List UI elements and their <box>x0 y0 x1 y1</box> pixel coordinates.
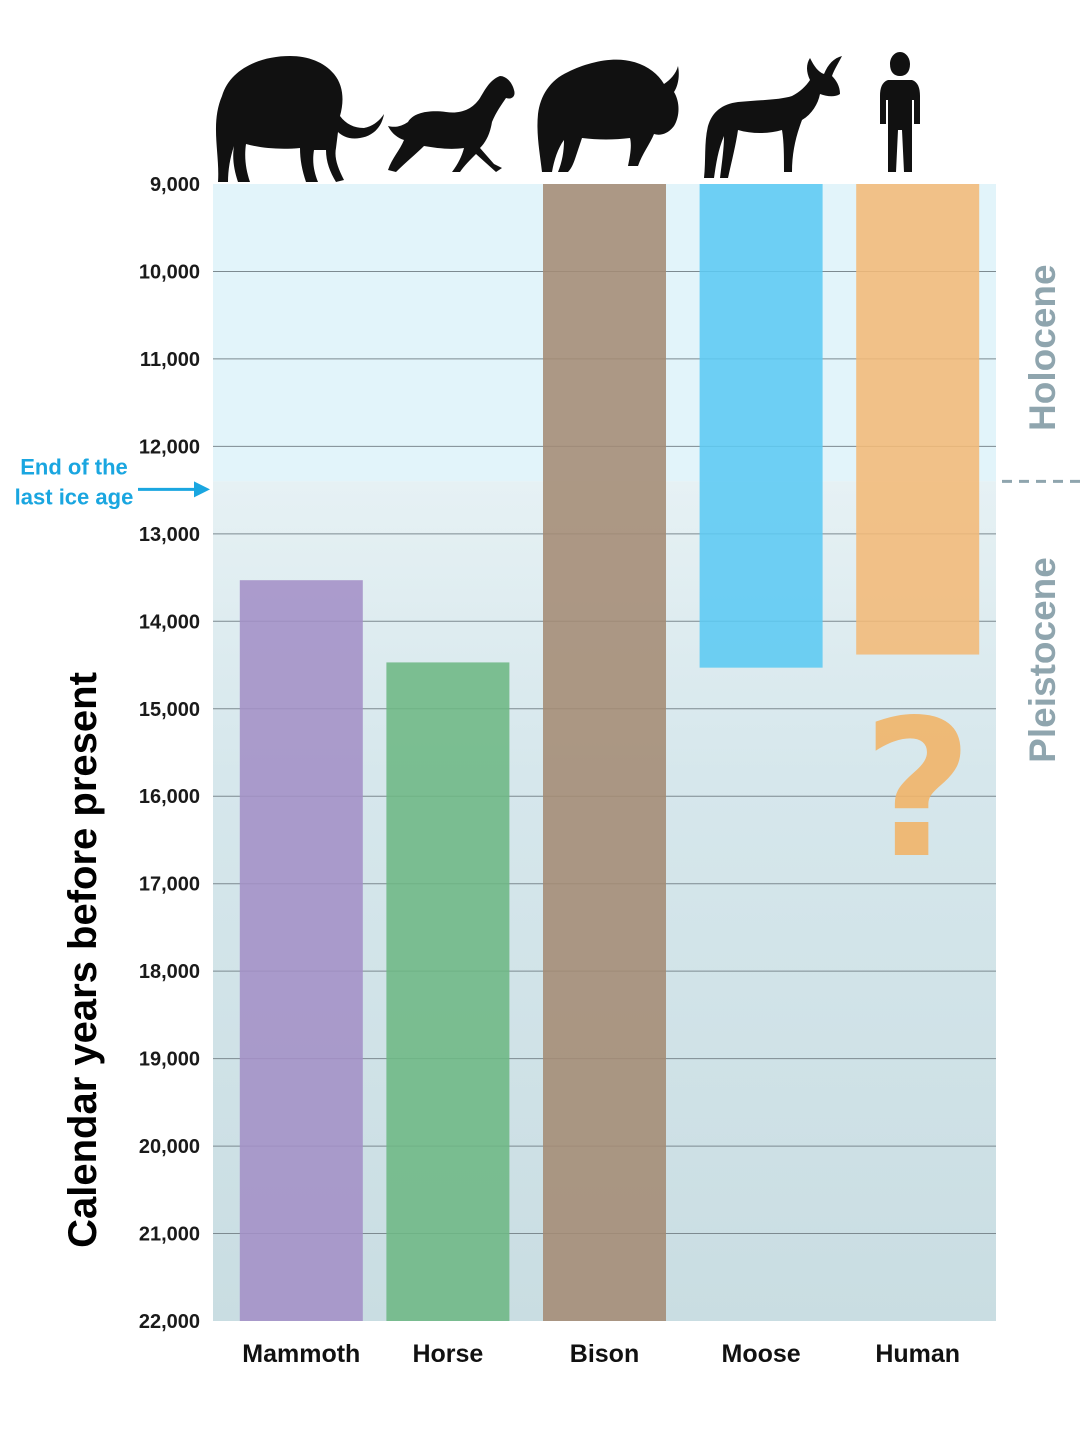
ice-age-annotation: End of the last ice age <box>15 454 210 509</box>
bar-moose <box>699 184 823 668</box>
annotation-arrow-head <box>194 481 210 498</box>
uncertainty-marker: ? <box>863 679 973 900</box>
y-tick-label: 22,000 <box>139 1311 200 1333</box>
category-label: Human <box>875 1340 960 1368</box>
bison-icon-shape <box>537 59 679 172</box>
y-tick-label: 11,000 <box>140 349 200 371</box>
y-tick-label: 19,000 <box>139 1049 200 1071</box>
category-label: Mammoth <box>242 1340 360 1368</box>
y-tick-label: 10,000 <box>139 261 200 283</box>
human-icon <box>880 52 920 172</box>
category-label: Horse <box>412 1340 483 1368</box>
x-axis-labels: Mammoth Horse Bison Moose Human <box>242 1340 960 1368</box>
y-tick-label: 20,000 <box>139 1136 200 1158</box>
y-axis-ticks: 9,000 10,000 11,000 12,000 13,000 14,000 15,00… <box>139 174 200 1333</box>
y-tick-label: 13,000 <box>139 524 200 546</box>
moose-icon <box>704 56 842 178</box>
bar-bison <box>543 184 666 1321</box>
horse-icon-shape <box>388 76 515 172</box>
moose-icon-shape <box>704 56 842 178</box>
y-tick-label: 17,000 <box>139 874 200 896</box>
bar-horse <box>386 662 510 1321</box>
category-label: Moose <box>722 1340 801 1368</box>
bison-icon <box>537 59 679 172</box>
epoch-label-pleistocene: Pleistocene <box>1022 557 1063 763</box>
horse-icon <box>388 76 515 172</box>
bar-mammoth <box>239 580 363 1321</box>
annotation-text: last ice age <box>15 484 134 509</box>
uncertainty-question-mark: ? <box>863 679 973 900</box>
annotation-text: End of the <box>20 454 128 479</box>
bar-human <box>856 184 980 655</box>
y-tick-label: 16,000 <box>139 786 200 808</box>
mammoth-icon <box>215 56 384 182</box>
epoch-label-holocene: Holocene <box>1022 264 1063 431</box>
y-tick-label: 15,000 <box>139 699 200 721</box>
y-tick-label: 14,000 <box>139 611 200 633</box>
y-tick-label: 12,000 <box>139 436 200 458</box>
y-tick-label: 9,000 <box>150 174 200 196</box>
y-tick-label: 18,000 <box>139 961 200 983</box>
y-tick-label: 21,000 <box>139 1224 200 1246</box>
category-label: Bison <box>570 1340 639 1368</box>
y-axis-label: Calendar years before present <box>61 672 105 1248</box>
bars <box>239 184 980 1321</box>
mammoth-icon-shape <box>215 56 384 182</box>
epoch-labels: Holocene Pleistocene <box>1002 264 1080 763</box>
animal-icons <box>215 52 920 182</box>
human-icon-shape <box>880 52 920 172</box>
